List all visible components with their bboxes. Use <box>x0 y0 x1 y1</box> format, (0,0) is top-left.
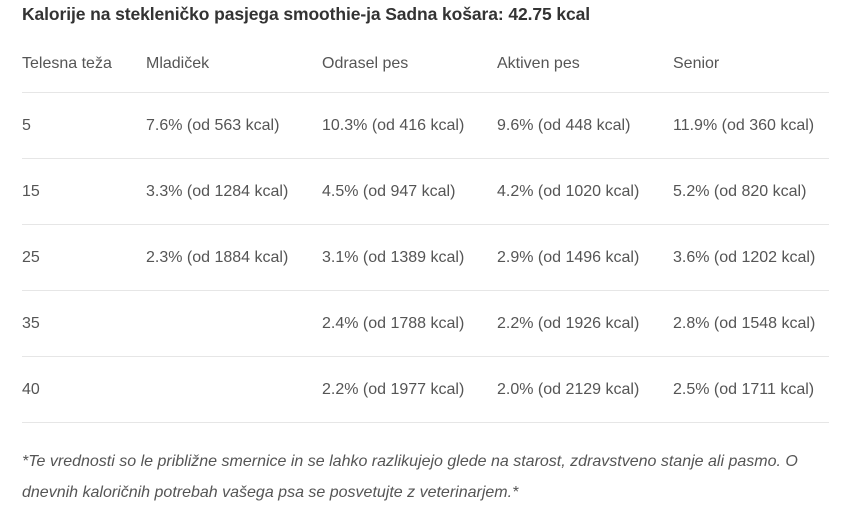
cell-senior: 5.2% (od 820 kcal) <box>673 158 829 225</box>
table-row: 15 3.3% (od 1284 kcal) 4.5% (od 947 kcal) 4… <box>22 158 829 225</box>
page-title: Kalorije na stekleničko pasjega smoothie… <box>22 4 591 24</box>
cell-puppy: 2.3% (od 1884 kcal) <box>146 224 322 291</box>
cell-active: 2.9% (od 1496 kcal) <box>497 224 673 291</box>
cell-puppy: 7.6% (od 563 kcal) <box>146 92 322 159</box>
cell-active: 9.6% (od 448 kcal) <box>497 92 673 159</box>
cell-active: 2.2% (od 1926 kcal) <box>497 290 673 357</box>
cell-adult: 10.3% (od 416 kcal) <box>322 92 497 159</box>
cell-weight: 5 <box>22 92 146 159</box>
cell-puppy: 3.3% (od 1284 kcal) <box>146 158 322 225</box>
table-row: 25 2.3% (od 1884 kcal) 3.1% (od 1389 kcal)… <box>22 224 829 291</box>
cell-senior: 2.5% (od 1711 kcal) <box>673 356 829 423</box>
header-active: Aktiven pes <box>497 36 673 93</box>
cell-senior: 3.6% (od 1202 kcal) <box>673 224 829 291</box>
cell-puppy <box>146 356 322 423</box>
table-row: 35 2.4% (od 1788 kcal) 2.2% (od 1926 kcal)… <box>22 290 829 357</box>
cell-adult: 3.1% (od 1389 kcal) <box>322 224 497 291</box>
cell-active: 4.2% (od 1020 kcal) <box>497 158 673 225</box>
cell-weight: 15 <box>22 158 146 225</box>
cell-adult: 2.2% (od 1977 kcal) <box>322 356 497 423</box>
table-row: 40 2.2% (od 1977 kcal) 2.0% (od 2129 kcal)… <box>22 356 829 423</box>
cell-weight: 35 <box>22 290 146 357</box>
cell-weight: 40 <box>22 356 146 423</box>
table-row: 5 7.6% (od 563 kcal) 10.3% (od 416 kcal) 9.… <box>22 92 829 159</box>
header-weight: Telesna teža <box>22 36 146 93</box>
header-puppy: Mladiček <box>146 36 322 93</box>
table-header-row: Telesna teža Mladiček Odrasel pes Aktive… <box>22 36 829 93</box>
header-senior: Senior <box>673 36 829 93</box>
cell-active: 2.0% (od 2129 kcal) <box>497 356 673 423</box>
cell-senior: 11.9% (od 360 kcal) <box>673 92 829 159</box>
cell-adult: 2.4% (od 1788 kcal) <box>322 290 497 357</box>
cell-weight: 25 <box>22 224 146 291</box>
calorie-table: Telesna teža Mladiček Odrasel pes Aktive… <box>22 36 829 423</box>
footnote: *Te vrednosti so le približne smernice i… <box>22 453 798 501</box>
cell-senior: 2.8% (od 1548 kcal) <box>673 290 829 357</box>
cell-puppy <box>146 290 322 357</box>
cell-adult: 4.5% (od 947 kcal) <box>322 158 497 225</box>
header-adult: Odrasel pes <box>322 36 497 93</box>
